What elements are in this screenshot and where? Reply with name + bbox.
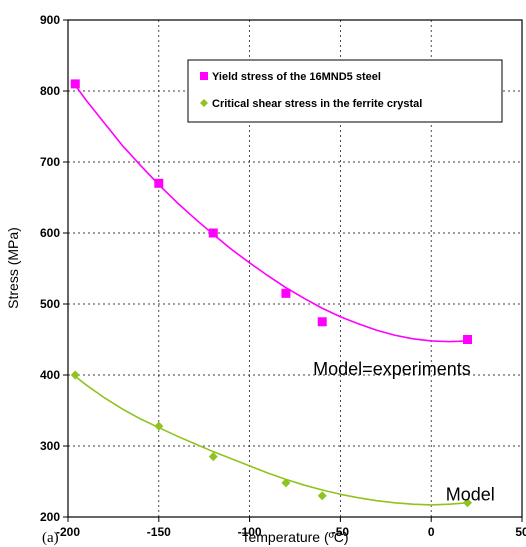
series-1-point-4 xyxy=(317,491,327,501)
y-tick-label-5: 700 xyxy=(40,155,60,169)
series-1-point-2 xyxy=(208,452,218,462)
y-tick-label-6: 800 xyxy=(40,84,60,98)
series-0-point-0 xyxy=(70,79,80,89)
x-tick-label-1: -150 xyxy=(147,525,171,539)
panel-label: (a) xyxy=(42,530,59,546)
x-tick-label-4: 0 xyxy=(428,525,435,539)
legend-label-shear: Critical shear stress in the ferrite cry… xyxy=(212,98,422,110)
series-1-point-0 xyxy=(70,370,80,380)
legend-marker-shear xyxy=(200,99,208,107)
series-0-point-3 xyxy=(281,288,291,298)
series-0-point-4 xyxy=(317,317,327,327)
y-tick-label-4: 600 xyxy=(40,226,60,240)
legend-marker-yield xyxy=(200,72,208,80)
annotation-model-experiments: Model=experiments xyxy=(313,359,471,379)
tick-labels: -200 -150 -100 -50 0 50 200 300 400 500 600 700 800 9… xyxy=(40,13,526,539)
series-0-fit-line xyxy=(74,84,468,343)
legend-box xyxy=(187,59,503,123)
legend: Yield stress of the 16MND5 steel Critica… xyxy=(187,59,503,123)
x-tick-label-2: -100 xyxy=(238,525,262,539)
y-tick-label-2: 400 xyxy=(40,368,60,382)
series-0-point-5 xyxy=(463,335,473,344)
series-1-point-1 xyxy=(154,421,164,431)
y-axis-title: Stress (MPa) xyxy=(5,227,21,309)
y-tick-label-3: 500 xyxy=(40,297,60,311)
legend-label-yield: Yield stress of the 16MND5 steel xyxy=(212,71,381,83)
series-1-fit-line xyxy=(74,375,468,506)
x-tick-label-0: -200 xyxy=(56,525,80,539)
y-tick-label-0: 200 xyxy=(40,510,60,524)
x-tick-label-3: -50 xyxy=(332,525,350,539)
x-tick-label-5: 50 xyxy=(515,525,526,539)
annotation-model: Model xyxy=(446,485,495,505)
series-0-point-1 xyxy=(154,178,164,188)
y-tick-label-7: 900 xyxy=(40,13,60,27)
series-1-point-3 xyxy=(281,478,291,488)
plot-frame xyxy=(67,19,523,518)
series-layer xyxy=(70,79,473,508)
y-tick-label-1: 300 xyxy=(40,439,60,453)
series-1-point-5 xyxy=(463,498,473,508)
series-0-point-2 xyxy=(208,228,218,238)
x-axis-title: Temperature (ºC) xyxy=(241,529,348,545)
